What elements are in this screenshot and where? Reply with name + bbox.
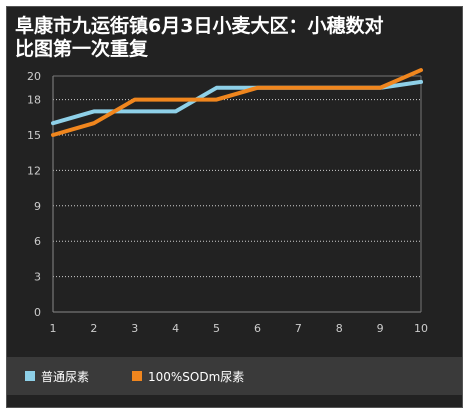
legend-label-series-1: 普通尿素	[41, 369, 90, 384]
chart-panel: 阜康市九运街镇6月3日小麦大区：小穗数对 比图第一次重复 0 3 6 9 12 15 18 2…	[6, 6, 463, 408]
x-tick-label: 2	[90, 322, 97, 335]
legend: 普通尿素 100%SODm尿素	[7, 357, 462, 395]
x-tick-label: 7	[295, 322, 302, 335]
y-tick-label: 20	[27, 70, 41, 83]
legend-swatch-series-1	[25, 371, 35, 381]
x-tick-label: 1	[50, 322, 57, 335]
y-tick-label: 12	[27, 164, 41, 177]
legend-label-series-2: 100%SODm尿素	[148, 369, 245, 384]
y-tick-label: 3	[34, 271, 41, 284]
legend-swatch-series-2	[132, 371, 142, 381]
x-tick-label: 9	[377, 322, 384, 335]
legend-item-series-1: 普通尿素	[25, 357, 89, 395]
x-tick-label: 6	[254, 322, 261, 335]
y-tick-label: 0	[34, 306, 41, 319]
y-tick-label: 9	[34, 200, 41, 213]
series-lines	[51, 68, 423, 137]
x-tick-label: 4	[172, 322, 179, 335]
y-tick-label: 15	[27, 129, 41, 142]
x-tick-label: 10	[414, 322, 428, 335]
series-line-2	[51, 68, 423, 137]
x-tick-label: 5	[213, 322, 220, 335]
legend-item-series-2: 100%SODm尿素	[132, 357, 244, 395]
chart-title: 阜康市九运街镇6月3日小麦大区：小穗数对 比图第一次重复	[15, 15, 455, 61]
chart-title-line-2: 比图第一次重复	[15, 38, 149, 60]
chart-title-line-1: 阜康市九运街镇6月3日小麦大区：小穗数对	[15, 15, 384, 37]
y-tick-label: 6	[34, 235, 41, 248]
grid-lines	[53, 75, 421, 278]
y-tick-label: 18	[27, 94, 41, 107]
x-tick-label: 3	[131, 322, 138, 335]
x-tick-label: 8	[336, 322, 343, 335]
axes	[52, 75, 422, 313]
